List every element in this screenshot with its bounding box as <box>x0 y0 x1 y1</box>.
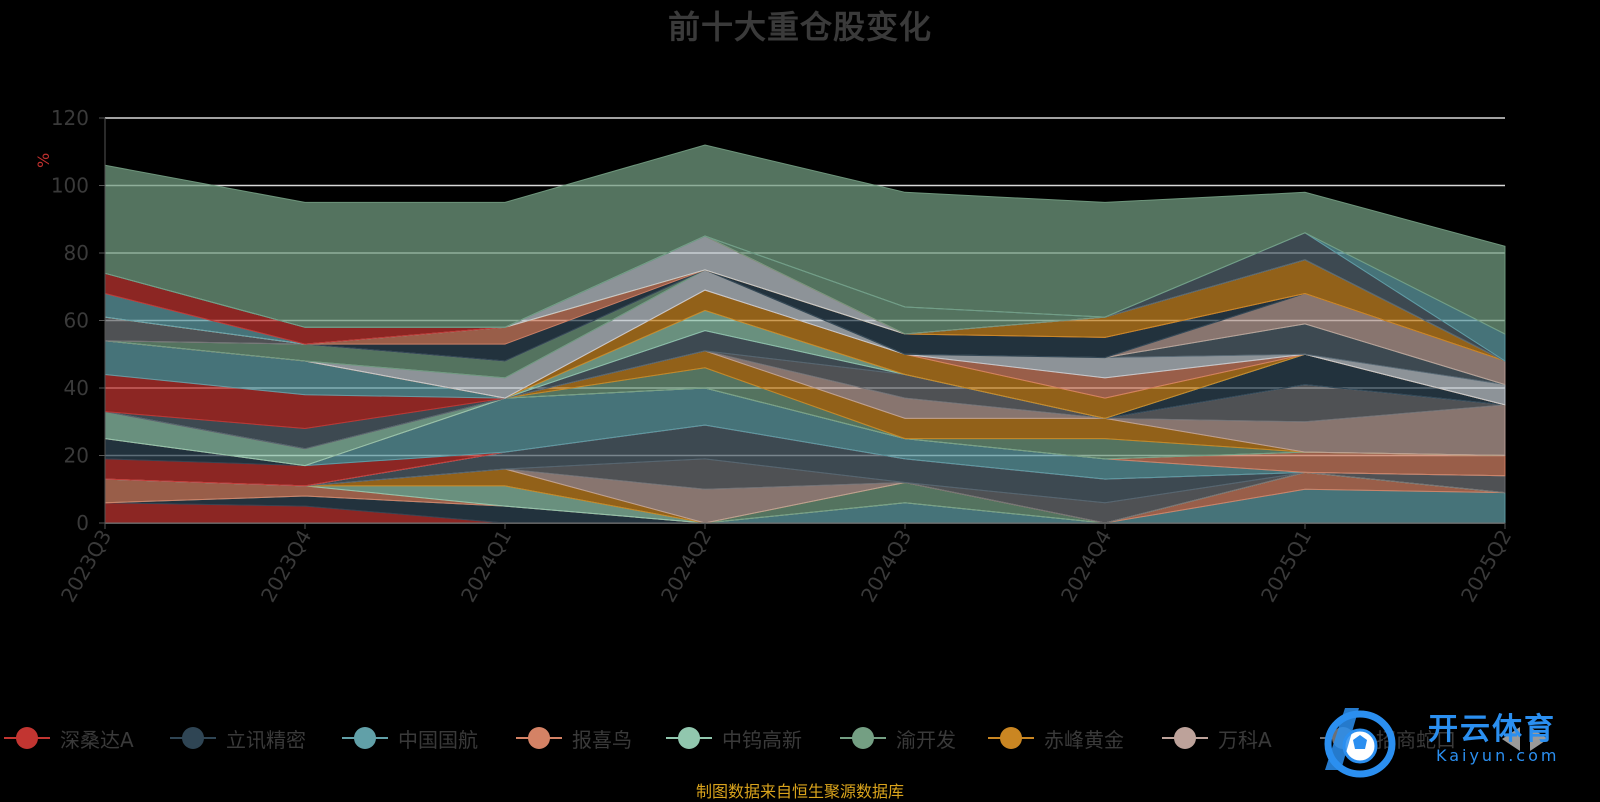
x-tick-label: 2023Q4 <box>256 526 316 607</box>
legend-swatch-icon <box>514 718 564 758</box>
legend-swatch-icon <box>664 718 714 758</box>
chart-title: 前十大重仓股变化 <box>667 8 932 46</box>
y-tick-label: 40 <box>64 376 89 400</box>
legend-swatch-icon <box>340 718 390 758</box>
legend-swatch-icon <box>2 718 52 758</box>
legend-label: 深桑达A <box>60 727 134 752</box>
legend-pager <box>1502 727 1548 751</box>
watermark-text: 开云体育 <box>1428 712 1556 747</box>
legend-item[interactable]: 深桑达A <box>2 718 134 758</box>
legend-item[interactable]: 报喜鸟 <box>514 718 632 758</box>
area-series-layer <box>104 144 1506 524</box>
y-axis-unit-label: % <box>34 153 53 168</box>
data-source-note: 制图数据来自恒生聚源数据库 <box>695 782 904 801</box>
y-tick-label: 120 <box>51 106 89 130</box>
legend-item[interactable]: 万科A <box>1160 718 1272 758</box>
legend: 深桑达A 立讯精密 中国国航 报喜鸟 中钨高新 渝开发 赤峰黄金 万科A 招商蛇口 <box>0 718 1600 758</box>
legend-item[interactable]: 渝开发 <box>838 718 956 758</box>
legend-next-arrow-icon[interactable] <box>1530 727 1548 751</box>
legend-swatch-icon <box>986 718 1036 758</box>
legend-label: 赤峰黄金 <box>1044 727 1124 752</box>
y-tick-label: 80 <box>64 241 89 265</box>
y-tick-label: 100 <box>51 174 89 198</box>
legend-item[interactable]: 中国国航 <box>340 718 478 758</box>
area-series-42[interactable] <box>104 144 1506 335</box>
legend-label: 中国国航 <box>398 727 478 752</box>
legend-label: 万科A <box>1218 727 1272 752</box>
legend-swatch-icon <box>168 718 218 758</box>
legend-prev-arrow-icon[interactable] <box>1502 727 1520 751</box>
watermark-logo-icon <box>1324 708 1396 778</box>
y-tick-label: 60 <box>64 309 89 333</box>
y-tick-label: 0 <box>76 511 89 535</box>
legend-label: 渝开发 <box>896 727 956 752</box>
legend-swatch-icon <box>838 718 888 758</box>
legend-item[interactable]: 赤峰黄金 <box>986 718 1124 758</box>
x-tick-label: 2024Q2 <box>656 526 716 607</box>
legend-label: 中钨高新 <box>722 727 802 752</box>
x-tick-label: 2024Q4 <box>1056 526 1116 607</box>
x-tick-label: 2023Q3 <box>56 526 116 607</box>
x-tick-label: 2025Q2 <box>1456 526 1516 607</box>
legend-item[interactable]: 立讯精密 <box>168 718 306 758</box>
legend-label: 报喜鸟 <box>572 727 632 752</box>
legend-label: 立讯精密 <box>226 727 306 752</box>
x-tick-label: 2024Q1 <box>456 526 516 607</box>
x-tick-label: 2024Q3 <box>856 526 916 607</box>
legend-item[interactable]: 中钨高新 <box>664 718 802 758</box>
x-tick-label: 2025Q1 <box>1256 526 1316 607</box>
legend-swatch-icon <box>1160 718 1210 758</box>
y-tick-label: 20 <box>64 444 89 468</box>
watermark-subtext: Kaiyun.com <box>1436 746 1560 765</box>
